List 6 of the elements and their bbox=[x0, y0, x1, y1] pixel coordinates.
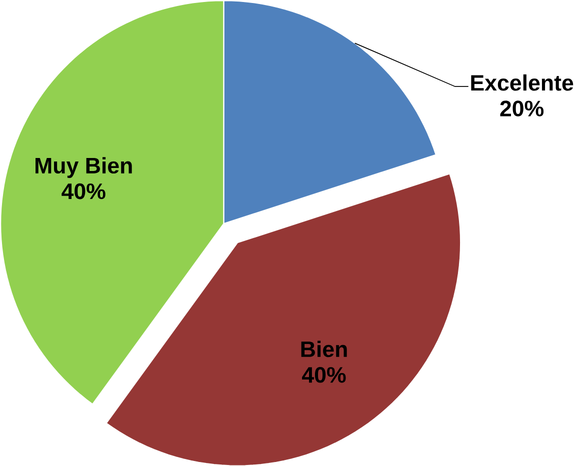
data-label: 40% bbox=[62, 183, 106, 200]
data-label: 20% bbox=[500, 100, 544, 116]
slice-label: Muy Bien bbox=[36, 157, 132, 178]
slice-label: Excelente bbox=[471, 74, 574, 91]
slice-label: Bien bbox=[301, 340, 347, 357]
data-label: 40% bbox=[302, 366, 346, 383]
